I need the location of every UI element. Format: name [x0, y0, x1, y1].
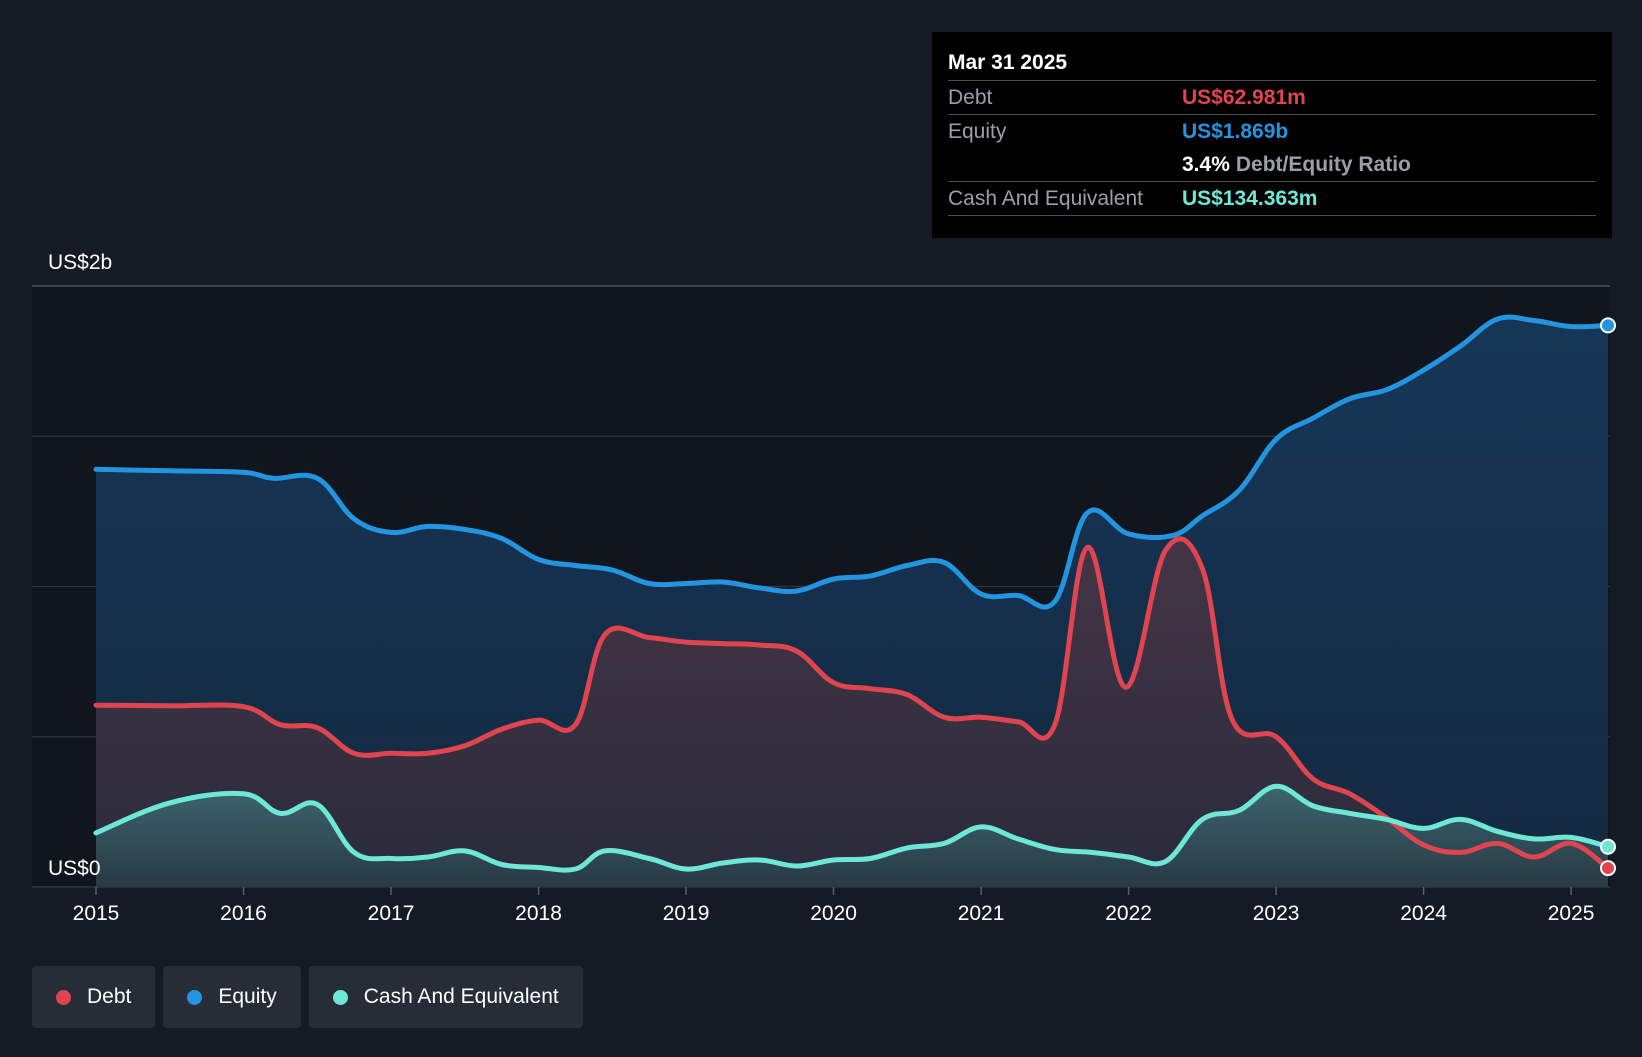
- equity-endpoint: [1600, 317, 1616, 334]
- cash-and-equivalent-area: [96, 786, 1608, 887]
- legend-label-cash: Cash And Equivalent: [363, 985, 559, 1008]
- debt-area: [96, 538, 1608, 887]
- debt-endpoint: [1600, 860, 1616, 877]
- x-tick-label-2021: 2021: [958, 902, 1005, 925]
- x-tick-label-2015: 2015: [73, 902, 120, 925]
- tooltip-ratio-value: 3.4%: [1182, 152, 1230, 176]
- x-tick-label-2020: 2020: [810, 902, 857, 925]
- tooltip-ratio-label: Debt/Equity Ratio: [1235, 152, 1411, 176]
- legend-label-equity: Equity: [218, 985, 277, 1008]
- tooltip-row-equity: Equity US$1.869b: [948, 114, 1596, 148]
- x-tick-label-2025: 2025: [1548, 902, 1595, 925]
- legend-dot-equity: [187, 989, 203, 1005]
- legend-item-cash[interactable]: Cash And Equivalent: [308, 966, 583, 1028]
- x-tick-label-2018: 2018: [515, 902, 562, 925]
- tooltip-cash-label: Cash And Equivalent: [948, 186, 1143, 210]
- cash-and-equivalent-line: [93, 783, 1611, 873]
- legend-dot-debt: [56, 989, 71, 1005]
- legend-item-debt[interactable]: Debt: [32, 966, 156, 1028]
- tooltip-equity-value: US$1.869b: [1182, 119, 1289, 143]
- tooltip-debt-label: Debt: [948, 85, 993, 109]
- x-tick-label-2024: 2024: [1400, 902, 1447, 925]
- x-tick-label-2017: 2017: [368, 902, 415, 925]
- debt-line: [93, 536, 1611, 871]
- y-tick-label-top: US$2b: [48, 251, 112, 274]
- y-tick-label-0: US$0: [48, 857, 101, 880]
- legend-label-debt: Debt: [87, 985, 132, 1008]
- tooltip-date: Mar 31 2025: [948, 51, 1068, 74]
- tooltip-equity-label: Equity: [948, 119, 1007, 143]
- tooltip-panel: Mar 31 2025 Debt US$62.981m Equity US$1.…: [932, 32, 1612, 238]
- legend-item-equity[interactable]: Equity: [163, 966, 301, 1028]
- tooltip-row-debt: Debt US$62.981m: [948, 80, 1596, 114]
- x-tick-label-2022: 2022: [1105, 902, 1152, 925]
- tooltip-row-cash: Cash And Equivalent US$134.363m: [948, 181, 1596, 216]
- legend-dot-cash: [332, 989, 348, 1005]
- tooltip-row-ratio: 3.4% Debt/Equity Ratio: [948, 148, 1596, 181]
- cash-and-equivalent-endpoint: [1600, 838, 1616, 855]
- x-tick-label-2019: 2019: [663, 902, 710, 925]
- tooltip-debt-value: US$62.981m: [1182, 85, 1306, 109]
- equity-line: [93, 314, 1611, 610]
- chart-legend: Debt Equity Cash And Equivalent: [32, 966, 583, 1028]
- tooltip-cash-value: US$134.363m: [1182, 186, 1318, 210]
- x-tick-label-2016: 2016: [220, 902, 267, 925]
- x-tick-label-2023: 2023: [1253, 902, 1300, 925]
